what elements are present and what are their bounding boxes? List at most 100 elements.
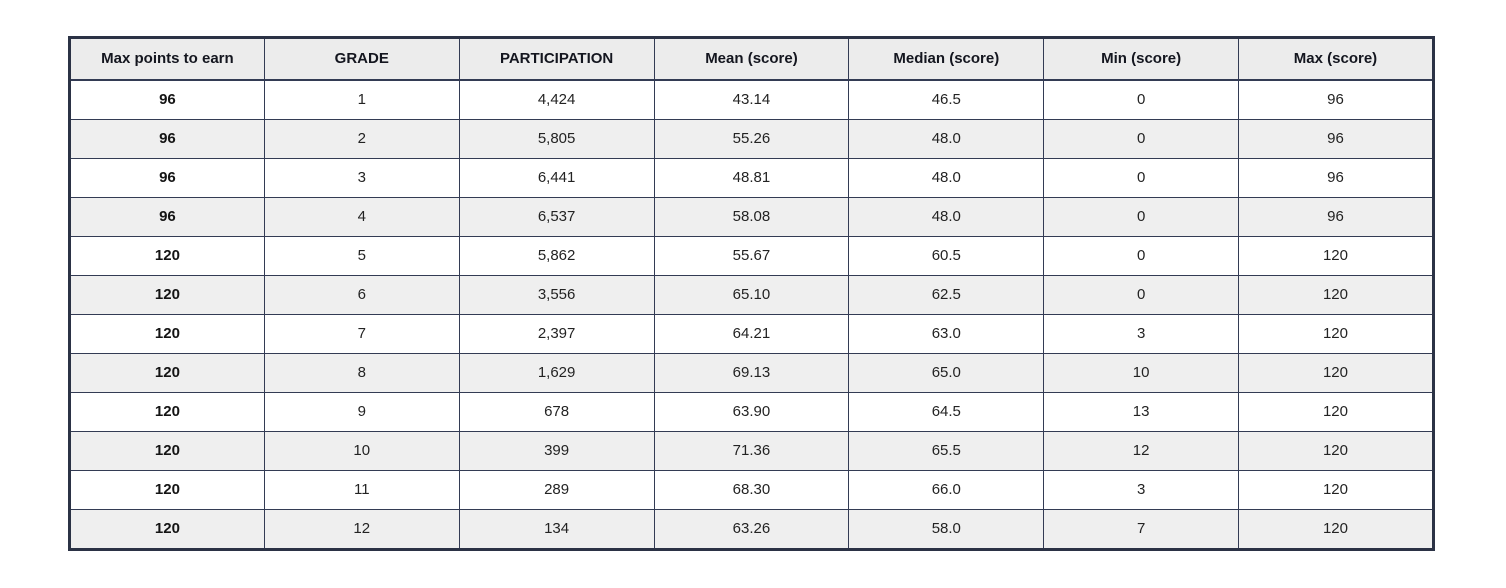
table-cell: 43.14: [653, 79, 850, 120]
table-cell: 399: [458, 431, 655, 471]
table-cell: 5,805: [458, 119, 655, 159]
table-cell: 0: [1043, 197, 1240, 237]
table-cell: 120: [69, 314, 265, 354]
table-cell: 3: [1043, 470, 1240, 510]
table-row: 120 7 2,397 64.21 63.0 3 120: [69, 314, 1434, 354]
table-cell: 10: [1043, 353, 1240, 393]
table-cell: 5,862: [458, 236, 655, 276]
table-cell: 55.26: [653, 119, 850, 159]
table-row: 120 6 3,556 65.10 62.5 0 120: [69, 275, 1434, 315]
table-cell: 120: [69, 353, 265, 393]
table-row: 96 4 6,537 58.08 48.0 0 96: [69, 197, 1434, 237]
table-cell: 5: [263, 236, 460, 276]
table-header-row: Max points to earn GRADE PARTICIPATION Mean…: [69, 37, 1434, 81]
table-cell: 6: [263, 275, 460, 315]
table-cell: 120: [69, 236, 265, 276]
table-cell: 3,556: [458, 275, 655, 315]
table-cell: 2,397: [458, 314, 655, 354]
table-cell: 96: [69, 119, 265, 159]
table-cell: 289: [458, 470, 655, 510]
table-cell: 10: [263, 431, 460, 471]
table-cell: 48.0: [848, 197, 1045, 237]
table-cell: 3: [263, 158, 460, 198]
table-cell: 96: [69, 158, 265, 198]
table-cell: 58.0: [848, 509, 1045, 550]
table-cell: 12: [1043, 431, 1240, 471]
table-cell: 96: [1238, 158, 1434, 198]
table-cell: 120: [69, 431, 265, 471]
table-row: 120 5 5,862 55.67 60.5 0 120: [69, 236, 1434, 276]
table-cell: 120: [1238, 236, 1434, 276]
header-cell: Min (score): [1043, 37, 1240, 81]
table-cell: 96: [1238, 119, 1434, 159]
table-row: 96 2 5,805 55.26 48.0 0 96: [69, 119, 1434, 159]
table-cell: 4,424: [458, 79, 655, 120]
table-cell: 69.13: [653, 353, 850, 393]
table-cell: 96: [1238, 79, 1434, 120]
table-cell: 120: [69, 275, 265, 315]
table-cell: 120: [1238, 509, 1434, 550]
table-header: Max points to earn GRADE PARTICIPATION Mean…: [69, 37, 1434, 81]
table-cell: 96: [69, 197, 265, 237]
grade-statistics-table: Max points to earn GRADE PARTICIPATION Mean…: [68, 36, 1435, 551]
table-row: 120 8 1,629 69.13 65.0 10 120: [69, 353, 1434, 393]
table-cell: 63.90: [653, 392, 850, 432]
table-cell: 7: [263, 314, 460, 354]
table-cell: 66.0: [848, 470, 1045, 510]
table-cell: 2: [263, 119, 460, 159]
table-cell: 71.36: [653, 431, 850, 471]
table-cell: 58.08: [653, 197, 850, 237]
table-row: 120 11 289 68.30 66.0 3 120: [69, 470, 1434, 510]
table-cell: 8: [263, 353, 460, 393]
table-cell: 120: [69, 509, 265, 550]
table-cell: 64.21: [653, 314, 850, 354]
table-row: 96 1 4,424 43.14 46.5 0 96: [69, 79, 1434, 120]
header-cell: Max points to earn: [69, 37, 265, 81]
table-cell: 0: [1043, 119, 1240, 159]
table-cell: 0: [1043, 275, 1240, 315]
table-cell: 63.26: [653, 509, 850, 550]
table-row: 120 9 678 63.90 64.5 13 120: [69, 392, 1434, 432]
table-cell: 65.5: [848, 431, 1045, 471]
table-cell: 48.0: [848, 158, 1045, 198]
header-cell: PARTICIPATION: [458, 37, 655, 81]
table-cell: 120: [69, 470, 265, 510]
table-cell: 134: [458, 509, 655, 550]
header-cell: Median (score): [848, 37, 1045, 81]
table-cell: 65.0: [848, 353, 1045, 393]
table-row: 96 3 6,441 48.81 48.0 0 96: [69, 158, 1434, 198]
table-cell: 4: [263, 197, 460, 237]
table-cell: 96: [1238, 197, 1434, 237]
header-cell: Mean (score): [653, 37, 850, 81]
table-cell: 12: [263, 509, 460, 550]
stats-table-container: Max points to earn GRADE PARTICIPATION Mean…: [68, 36, 1435, 551]
table-cell: 64.5: [848, 392, 1045, 432]
table-cell: 96: [69, 79, 265, 120]
table-body: 96 1 4,424 43.14 46.5 0 96 96 2 5,805 55.26 48.0 0 96…: [69, 79, 1434, 550]
table-cell: 120: [1238, 431, 1434, 471]
table-cell: 1,629: [458, 353, 655, 393]
table-cell: 13: [1043, 392, 1240, 432]
table-cell: 120: [1238, 314, 1434, 354]
table-cell: 120: [1238, 470, 1434, 510]
table-cell: 60.5: [848, 236, 1045, 276]
table-row: 120 10 399 71.36 65.5 12 120: [69, 431, 1434, 471]
table-cell: 9: [263, 392, 460, 432]
table-cell: 55.67: [653, 236, 850, 276]
table-cell: 120: [1238, 275, 1434, 315]
table-cell: 68.30: [653, 470, 850, 510]
table-cell: 0: [1043, 79, 1240, 120]
header-cell: Max (score): [1238, 37, 1434, 81]
table-cell: 0: [1043, 158, 1240, 198]
table-cell: 678: [458, 392, 655, 432]
table-cell: 6,537: [458, 197, 655, 237]
table-cell: 120: [69, 392, 265, 432]
table-cell: 62.5: [848, 275, 1045, 315]
table-cell: 1: [263, 79, 460, 120]
table-cell: 7: [1043, 509, 1240, 550]
table-cell: 46.5: [848, 79, 1045, 120]
header-cell: GRADE: [263, 37, 460, 81]
table-row: 120 12 134 63.26 58.0 7 120: [69, 509, 1434, 550]
table-cell: 3: [1043, 314, 1240, 354]
